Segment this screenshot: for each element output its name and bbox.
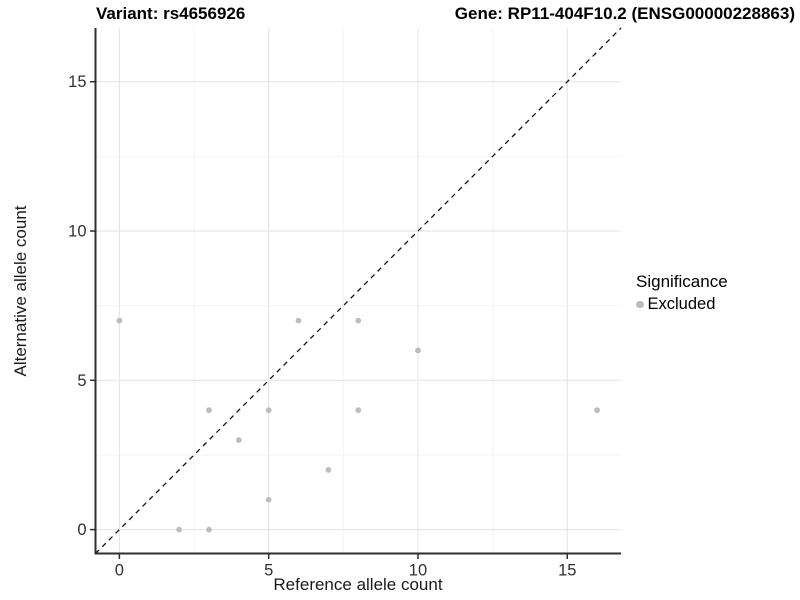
y-axis-title: Alternative allele count <box>11 205 30 377</box>
data-point <box>355 407 362 414</box>
plot-title-gene: Gene: RP11-404F10.2 (ENSG00000228863) <box>454 4 795 23</box>
x-tick-label: 10 <box>409 562 427 580</box>
data-point <box>235 437 242 443</box>
y-tick-label: 15 <box>68 73 86 91</box>
y-tick-label: 10 <box>68 223 86 241</box>
data-point <box>265 407 272 414</box>
legend-item-label: Excluded <box>647 295 716 313</box>
data-point <box>355 317 362 324</box>
data-point <box>415 347 421 354</box>
excluded-point-icon <box>636 300 644 309</box>
data-point <box>325 466 332 473</box>
x-tick-label: 0 <box>115 562 124 580</box>
data-point <box>176 526 183 533</box>
data-point <box>206 407 212 414</box>
data-point <box>594 407 601 414</box>
data-point <box>116 317 123 324</box>
x-tick-label: 5 <box>264 562 273 580</box>
identity-dashed-line <box>95 27 622 554</box>
y-tick-label: 5 <box>77 372 86 390</box>
data-point <box>295 317 302 324</box>
x-axis-title: Reference allele count <box>273 575 443 594</box>
legend-item-excluded: Excluded <box>636 295 728 314</box>
x-tick-label: 15 <box>558 562 576 580</box>
plot-title-variant: Variant: rs4656926 <box>96 4 246 23</box>
y-tick-label: 0 <box>77 521 86 539</box>
data-point <box>265 496 272 503</box>
legend-title: Significance <box>636 272 728 291</box>
data-point <box>206 526 212 533</box>
legend: Significance Excluded <box>636 272 728 314</box>
